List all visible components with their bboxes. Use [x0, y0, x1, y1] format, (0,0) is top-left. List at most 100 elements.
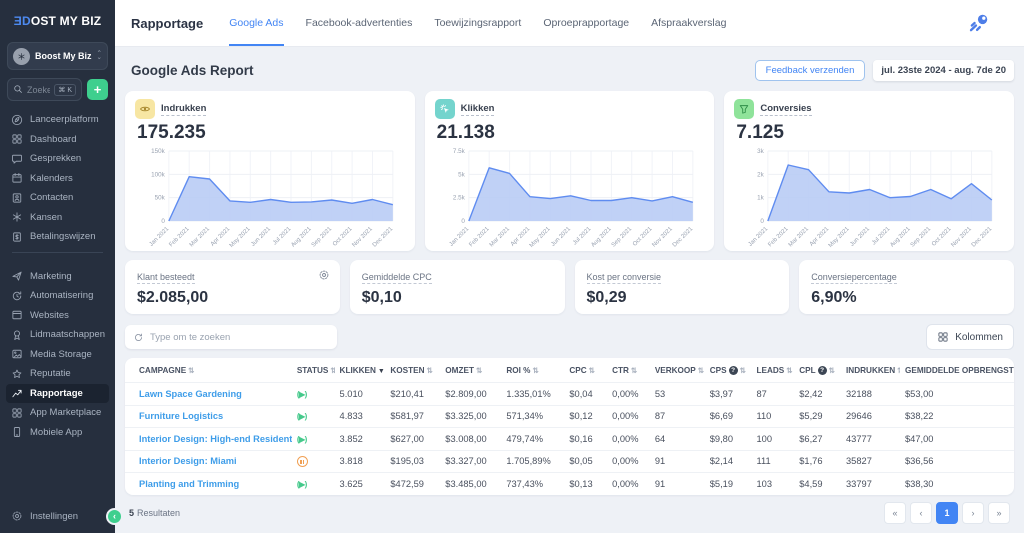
pagination: «‹ 1 ›» [884, 502, 1010, 524]
column-header-cpc[interactable]: CPC ⇅ [569, 366, 595, 375]
sort-icon: ⇅ [697, 366, 705, 375]
info-icon[interactable]: ? [817, 366, 827, 375]
tab-oproeprapportage[interactable]: Oproeprapportage [543, 17, 630, 29]
tab-toewijzingsrapport[interactable]: Toewijzingsrapport [434, 17, 522, 29]
svg-text:Jul 2021: Jul 2021 [272, 226, 293, 247]
table-cell: 53 [649, 382, 705, 405]
results-number: 5 [129, 508, 135, 518]
tab-facebook-advertenties[interactable]: Facebook-advertenties [305, 17, 413, 29]
info-icon[interactable]: ? [728, 366, 738, 375]
results-count: 5 Resultaten [129, 508, 180, 518]
sidebar-bottom: Instellingen ‹ [0, 507, 123, 533]
sidebar-item-label: Reputatie [30, 368, 71, 380]
table-cell: $9,80 [704, 427, 752, 450]
sidebar-item-dashboard[interactable]: Dashboard [6, 130, 109, 150]
sidebar-collapse-button[interactable]: ‹ [106, 508, 123, 525]
svg-text:50k: 50k [155, 195, 166, 202]
memberships-icon [11, 329, 23, 341]
column-header-status[interactable]: STATUS⇅ [292, 358, 335, 383]
sidebar-item-reputatie[interactable]: Reputatie [6, 364, 109, 384]
column-header-indrukken[interactable]: INDRUKKEN⇅ [841, 358, 900, 383]
sidebar-item-lanceerplatform[interactable]: Lanceerplatform [6, 110, 109, 130]
eye-icon [135, 99, 155, 119]
sidebar-search-input[interactable] [27, 84, 51, 95]
sidebar-item-automatisering[interactable]: Automatisering [6, 286, 109, 306]
campaign-link[interactable]: Interior Design: High-end Residential [125, 427, 292, 450]
tab-afspraakverslag[interactable]: Afspraakverslag [651, 17, 727, 29]
svg-text:Feb 2021: Feb 2021 [468, 226, 491, 249]
rocket-icon[interactable] [968, 12, 990, 34]
sidebar-item-label: Gesprekken [30, 153, 82, 165]
page-button[interactable]: « [884, 502, 906, 524]
campaign-link[interactable]: Lawn Space Gardening [125, 382, 292, 405]
keyboard-shortcut-badge: ⌘ K [54, 83, 76, 96]
column-header-verkoop[interactable]: VERKOOP ⇅ [654, 366, 705, 375]
sidebar-item-websites[interactable]: Websites [6, 306, 109, 326]
gear-icon[interactable] [318, 268, 330, 280]
sidebar-item-rapportage[interactable]: Rapportage [6, 383, 109, 403]
table-cell: 111 [751, 449, 795, 473]
columns-button[interactable]: Kolommen [926, 324, 1014, 350]
sidebar-item-label: Mobiele App [30, 426, 83, 438]
gear-icon [11, 510, 23, 522]
table-cell: $53,00 [900, 382, 1014, 405]
svg-text:Nov 2021: Nov 2021 [351, 226, 374, 249]
sidebar-item-lidmaatschappen[interactable]: Lidmaatschappen [6, 325, 109, 345]
column-header-gemiddelde-opbrengst[interactable]: GEMIDDELDE OPBRENGST⇅ [905, 366, 1014, 375]
feedback-button[interactable]: Feedback verzenden [754, 59, 866, 81]
table-cell: 110 [751, 404, 795, 428]
sidebar-search[interactable]: ⌘ K [7, 78, 82, 101]
page-button-current[interactable]: 1 [936, 502, 958, 524]
table-cell: 4.833 [334, 404, 386, 428]
campaign-link[interactable]: Furniture Logistics [125, 404, 292, 428]
date-range-picker[interactable]: jul. 23ste 2024 - aug. 7de 20 [873, 59, 1014, 81]
sidebar-item-label: Lanceerplatform [30, 114, 99, 126]
table-search-input[interactable] [150, 331, 329, 343]
add-button[interactable]: + [87, 79, 108, 100]
sort-icon: ⇅ [330, 366, 334, 375]
table-cell: $195,03 [385, 449, 441, 473]
table-cell: $3.327,00 [440, 449, 502, 473]
sidebar-item-contacten[interactable]: Contacten [6, 188, 109, 208]
sidebar-item-media-storage[interactable]: Media Storage [6, 345, 109, 365]
column-header-omzet[interactable]: OMZET ⇅ [445, 366, 483, 375]
refresh-icon[interactable] [133, 332, 144, 343]
svg-text:100k: 100k [151, 171, 166, 178]
table-cell: 0,00% [607, 472, 650, 495]
stat-card-gemiddelde-cpc: Gemiddelde CPC $0,10 [349, 260, 565, 314]
column-header-roi[interactable]: ROI % ⇅ [506, 366, 539, 375]
column-header-kosten[interactable]: KOSTEN ⇅ [390, 366, 433, 375]
table-cell: 5.010 [334, 382, 386, 405]
stat-cards: Klant besteedt $2.085,00 Gemiddelde CPC $0,… [125, 260, 1014, 314]
svg-text:Nov 2021: Nov 2021 [651, 226, 674, 249]
logo-text: OST MY BIZ [30, 14, 102, 28]
sidebar-item-betalingswijzen[interactable]: Betalingswijzen [6, 227, 109, 247]
sidebar-item-mobiele-app[interactable]: Mobiele App [6, 423, 109, 443]
campaigns-table-card: CAMPAGNE⇅ STATUS⇅ KLIKKEN▼ KOSTEN⇅ OMZET⇅ ROI… [125, 358, 1014, 495]
campaign-link[interactable]: Planting and Trimming [125, 472, 292, 495]
table-cell: $0,13 [564, 472, 608, 495]
sidebar-item-app-marketplace[interactable]: App Marketplace [6, 403, 109, 423]
click-icon [434, 99, 455, 119]
sidebar-item-kalenders[interactable]: Kalenders [6, 169, 109, 189]
chevron-updown-icon: ⌃ ⌄ [96, 49, 102, 61]
column-header-cpl[interactable]: CPL? ⇅ [799, 366, 835, 375]
sidebar-item-marketing[interactable]: Marketing [6, 267, 109, 287]
tab-google-ads[interactable]: Google Ads [229, 0, 284, 46]
sidebar-item-gesprekken[interactable]: Gesprekken [6, 149, 109, 169]
page-button[interactable]: › [962, 502, 984, 524]
column-header-cps[interactable]: CPS? ⇅ [709, 366, 746, 375]
column-header-klikken[interactable]: KLIKKEN ▼ [339, 366, 385, 375]
column-header-ctr[interactable]: CTR ⇅ [612, 366, 638, 375]
page-button[interactable]: ‹ [910, 502, 932, 524]
campaign-link[interactable]: Interior Design: Miami [125, 449, 292, 473]
calendar-icon [11, 172, 23, 184]
page-button[interactable]: » [988, 502, 1010, 524]
column-header-leads[interactable]: LEADS ⇅ [756, 366, 793, 375]
sort-icon: ⇅ [739, 366, 746, 375]
table-search[interactable] [125, 325, 337, 349]
workspace-selector[interactable]: Boost My Biz ⌃ ⌄ [7, 42, 108, 70]
sidebar-item-kansen[interactable]: Kansen [6, 208, 109, 228]
column-header-campagne[interactable]: CAMPAGNE ⇅ [139, 366, 195, 375]
sidebar-item-instellingen[interactable]: Instellingen [6, 507, 109, 527]
